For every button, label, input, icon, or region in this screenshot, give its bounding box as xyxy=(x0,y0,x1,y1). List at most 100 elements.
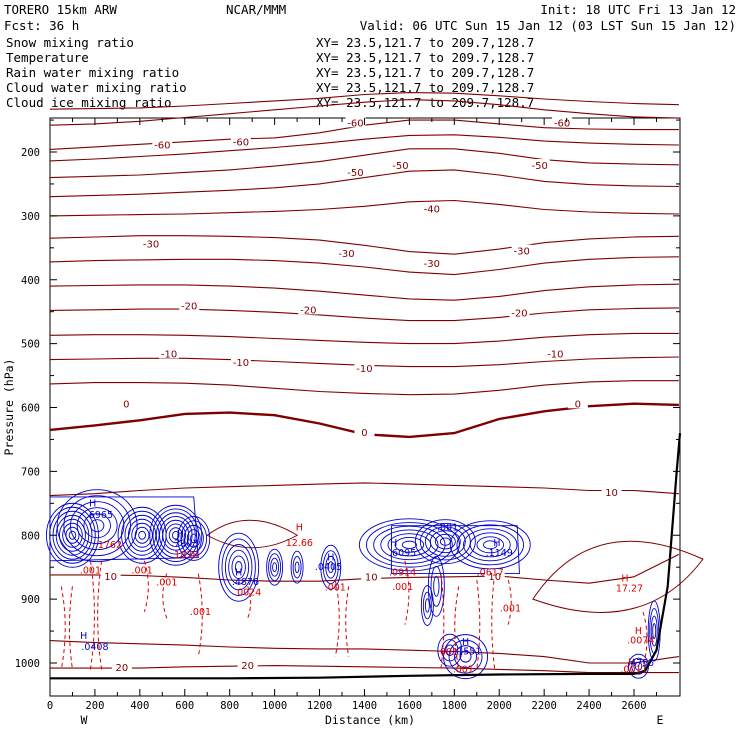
x-tick-label: 400 xyxy=(130,700,149,712)
y-tick-label: 1000 xyxy=(15,658,40,670)
y-tick-label: 800 xyxy=(21,530,40,542)
cloud-water-contour xyxy=(652,623,657,640)
temperature-label-bg xyxy=(354,426,375,438)
cloud-water-contour xyxy=(268,553,282,582)
cloud-water-contour xyxy=(177,515,211,561)
cloud-water-contour xyxy=(443,634,488,680)
x-tick-label: 800 xyxy=(220,700,239,712)
legend-label-temperature: Temperature xyxy=(6,50,89,65)
cloud-water-contour xyxy=(266,548,284,586)
legend-label-cloud-water: Cloud water mixing ratio xyxy=(6,80,187,95)
cloud-water-high-marker: H xyxy=(177,529,184,540)
cloud-water-high-marker: H xyxy=(89,498,96,509)
center-title: NCAR/MMM xyxy=(226,2,286,17)
rain-high-marker: H xyxy=(296,523,303,534)
valid-time: Valid: 06 UTC Sun 15 Jan 12 (03 LST Sun … xyxy=(360,18,736,33)
temperature-label: -40 xyxy=(424,204,440,215)
cloud-water-label: .4876 xyxy=(232,577,259,588)
temperature-label: -20 xyxy=(511,309,527,320)
cloud-water-contour xyxy=(218,532,260,602)
cloud-water-contour xyxy=(168,527,183,544)
temperature-contour-line xyxy=(49,307,679,322)
y-tick-label: 900 xyxy=(21,594,40,606)
temperature-label: -30 xyxy=(143,240,159,251)
cloud-water-high-marker: H xyxy=(235,567,242,578)
temperature-label: -60 xyxy=(554,118,570,129)
x-axis: 0 200 400 600 800 1000 1200 1400 1600 1800 2000 220… xyxy=(47,118,657,712)
cloud-water-label: .6095 xyxy=(389,548,416,559)
temperature-label-bg xyxy=(567,397,588,409)
legend-xy-rain: XY= 23.5,121.7 to 209.7,128.7 xyxy=(316,65,534,80)
temperature-label-bg xyxy=(159,347,180,359)
legend-xy-cloud-water: XY= 23.5,121.7 to 209.7,128.7 xyxy=(316,80,534,95)
temperature-label-bg xyxy=(345,116,366,128)
temperature-label-bg xyxy=(390,159,411,171)
y-axis-title: Pressure (hPa) xyxy=(2,359,16,456)
cloud-water-contour xyxy=(373,525,446,564)
rain-label: .001 xyxy=(500,604,521,615)
terrain-profile xyxy=(50,433,682,680)
temperature-label: -60 xyxy=(154,141,170,152)
rain-label: .001 xyxy=(132,565,153,576)
temperature-label-bg xyxy=(345,166,366,178)
x-tick-label: 2000 xyxy=(487,700,512,712)
cloud-water-label: .1551 xyxy=(454,647,481,658)
cloud-water-contour xyxy=(433,575,440,597)
rain-label: .001 xyxy=(453,664,474,675)
temperature-label: 0 xyxy=(361,428,367,439)
cloud-water-contour xyxy=(430,565,443,607)
temperature-label: 20 xyxy=(241,661,254,672)
temperature-label-bg xyxy=(230,135,251,147)
cloud-water-contour xyxy=(463,528,518,562)
temperature-label: -50 xyxy=(531,161,547,172)
rain-label: 12.66 xyxy=(286,538,313,549)
temperature-label-bg xyxy=(545,347,566,359)
y-tick-label: 700 xyxy=(21,466,40,478)
rain-label: .001 xyxy=(437,647,458,658)
temperature-label: -10 xyxy=(547,349,563,360)
temperature-label: -20 xyxy=(300,305,316,316)
temperature-label-bg xyxy=(152,138,173,150)
rain-contour xyxy=(197,573,203,657)
cloud-water-contour xyxy=(63,495,131,557)
cloud-water-contour xyxy=(380,529,439,561)
cloud-water-contour xyxy=(327,561,334,574)
cloud-water-contour xyxy=(62,522,83,548)
legend: Snow mixing ratio XY= 23.5,121.7 to 209.… xyxy=(6,35,534,110)
y-tick-label: 600 xyxy=(21,403,40,415)
cloud-water-contour xyxy=(68,530,77,540)
cloud-water-contour xyxy=(449,520,531,570)
x-tick-label: 2400 xyxy=(576,700,601,712)
field-labels: .001.001.001.001.001.001.001.001.001.176… xyxy=(80,498,654,675)
cloud-water-contour xyxy=(152,508,200,563)
legend-xy-temperature: XY= 23.5,121.7 to 209.7,128.7 xyxy=(316,50,534,65)
cloud-water-label: .1149 xyxy=(486,548,513,559)
cloud-water-contour xyxy=(228,549,250,585)
temperature-label: -30 xyxy=(514,247,530,258)
y-tick-label: 400 xyxy=(21,275,40,287)
rain-contour xyxy=(60,586,66,670)
rain-contours xyxy=(60,560,648,670)
cloud-water-contour xyxy=(56,489,138,563)
temperature-label-bg xyxy=(361,570,382,582)
cloud-water-contour xyxy=(46,502,99,568)
rain-label: .001 xyxy=(156,578,177,589)
cloud-water-contour xyxy=(180,520,208,557)
cloud-water-contour xyxy=(270,557,280,577)
temperature-contour-loop xyxy=(206,519,299,549)
cloud-water-high-marker: H xyxy=(327,553,334,564)
x-tick-label: 600 xyxy=(175,700,194,712)
cloud-water-contour xyxy=(650,615,658,647)
temperature-contour-line xyxy=(49,256,679,276)
cloud-water-contour xyxy=(149,504,203,566)
x-axis-title: Distance (km) xyxy=(325,713,415,727)
cloud-water-contour xyxy=(320,544,342,590)
cloud-water-contour xyxy=(437,633,463,667)
temperature-label-bg xyxy=(141,237,162,249)
rain-label: 17.27 xyxy=(616,583,643,594)
cloud-water-contour xyxy=(427,555,445,617)
rain-high-marker: H xyxy=(621,574,628,585)
temperature-labels: -60 -60 -60 -60 -50 -50 -50 -40 -30 -30 -30 -30 -20 -… xyxy=(100,116,622,674)
legend-label-snow: Snow mixing ratio xyxy=(6,35,134,50)
legend-label-rain: Rain water mixing ratio xyxy=(6,65,179,80)
